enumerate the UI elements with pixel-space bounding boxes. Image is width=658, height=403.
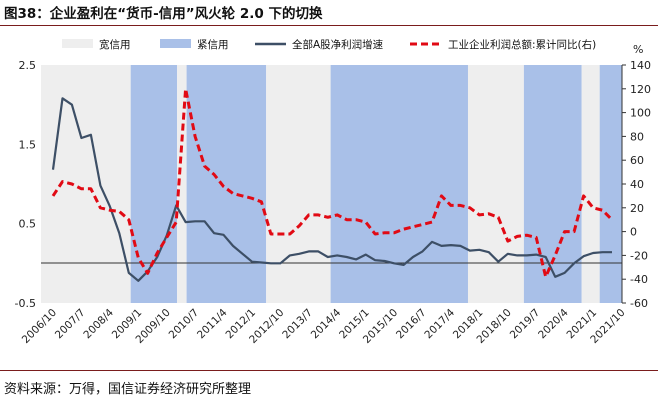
regime-band-tight	[330, 65, 468, 303]
title-rule	[0, 25, 658, 26]
y-left-tick-label: 0.5	[19, 218, 37, 231]
regime-band-loose	[467, 65, 524, 303]
legend-label-loose: 宽信用	[99, 38, 131, 51]
y-left-tick-label: 1.5	[19, 138, 37, 151]
x-tick-label: 2007/7	[53, 307, 88, 342]
regime-band-tight	[130, 65, 178, 303]
x-tick-label: 2011/4	[195, 306, 230, 341]
legend-swatch-tight	[160, 39, 191, 48]
y-right-tick-label: 120	[630, 83, 651, 96]
regime-band-loose	[266, 65, 331, 303]
y-right-tick-label: 20	[630, 202, 644, 215]
legend-swatch-loose	[62, 39, 93, 48]
source-note: 资料来源：万得，国信证券经济研究所整理	[4, 382, 252, 397]
y-right-unit: %	[633, 43, 643, 56]
chart: -0.5 0.5 1.5 2.5 -60 -40 -20 0 20 40 60 80 100 120 140…	[15, 38, 651, 346]
y-right-tick-label: -40	[630, 273, 648, 286]
x-tick-label: 2019/7	[508, 307, 543, 342]
regime-band-loose	[41, 65, 131, 303]
regime-band-tight	[523, 65, 582, 303]
x-tick-label: 2008/4	[81, 306, 116, 341]
regime-band-tight	[599, 65, 622, 303]
series-line-1	[51, 87, 614, 279]
x-tick-label: 2017/4	[422, 306, 457, 341]
x-tick-label: 2013/7	[280, 307, 315, 342]
y-right-tick-label: 140	[630, 59, 651, 72]
series-lines	[51, 87, 614, 282]
y-left-tick-label: -0.5	[15, 297, 36, 310]
source-rule	[0, 370, 658, 371]
x-tick-label: 2006/10	[20, 307, 59, 346]
y-right-tick-label: 80	[630, 130, 644, 143]
y-left-tick-label: 2.5	[19, 59, 37, 72]
y-right-tick-label: -20	[630, 249, 648, 262]
y-right-tick-label: 60	[630, 154, 644, 167]
y-right-tick-label: 0	[630, 226, 637, 239]
figure-title: 图38：企业盈利在“货币-信用”风火轮 2.0 下的切换	[4, 6, 323, 22]
regime-band-tight	[186, 65, 267, 303]
legend: 宽信用 紧信用 全部A股净利润增速 工业企业利润总额:累计同比(右)	[62, 38, 596, 51]
legend-label-series-0: 全部A股净利润增速	[292, 38, 384, 51]
y-right-tick-label: 100	[630, 107, 651, 120]
regime-band-loose	[177, 65, 187, 303]
x-tick-label: 2014/4	[309, 306, 344, 341]
x-tick-label: 2010/7	[167, 307, 202, 342]
y-right-tick-label: -60	[630, 297, 648, 310]
regime-band-loose	[581, 65, 600, 303]
legend-label-series-1: 工业企业利润总额:累计同比(右)	[448, 38, 596, 51]
x-tick-label: 2016/7	[394, 307, 429, 342]
legend-label-tight: 紧信用	[197, 39, 229, 51]
y-right-tick-label: 40	[630, 178, 644, 191]
x-tick-label: 2020/4	[536, 306, 571, 341]
